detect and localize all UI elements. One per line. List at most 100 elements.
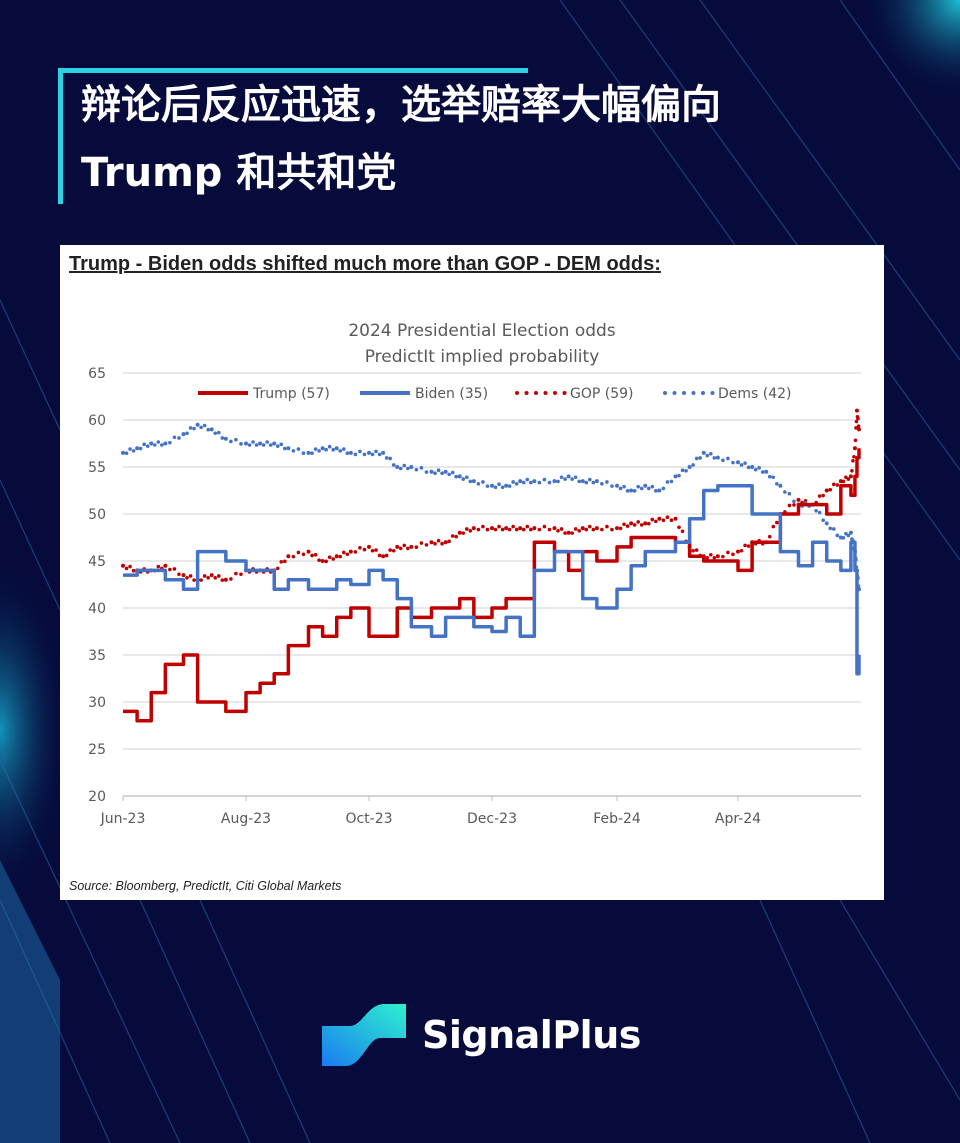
data-point: [334, 446, 339, 451]
dot-mark: [618, 526, 623, 531]
data-point: [223, 436, 228, 441]
dot-mark: [485, 484, 490, 488]
dot-mark: [514, 527, 519, 532]
dot-mark: [433, 471, 437, 475]
chart-card: 20 25 30 35 40 45 50 55 60 65 Jun-23 Aug-23 Oct-23 De…: [60, 245, 884, 900]
data-point: [320, 446, 325, 451]
dot-mark: [542, 477, 547, 482]
legend-label: Dems (42): [718, 386, 792, 402]
dot-mark: [377, 452, 382, 457]
dot-mark: [283, 446, 287, 451]
dot-mark: [665, 515, 670, 519]
dot-mark: [654, 519, 658, 524]
dot-mark: [821, 518, 825, 522]
data-point: [852, 446, 857, 451]
dot-mark: [358, 545, 362, 550]
dot-mark: [202, 423, 207, 428]
y-tick-label: 45: [88, 554, 106, 570]
dot-mark: [525, 524, 530, 529]
dot-mark: [497, 524, 501, 529]
dot-mark: [591, 527, 596, 532]
dot-mark: [185, 431, 189, 436]
dot-mark: [846, 477, 851, 481]
dot-mark: [563, 477, 567, 481]
dot-mark: [172, 435, 177, 440]
y-tick-label: 20: [88, 789, 106, 805]
dot-mark: [131, 449, 136, 453]
dot-mark: [731, 552, 735, 557]
dot-mark: [632, 523, 637, 527]
dot-mark: [852, 454, 856, 459]
data-point: [504, 483, 509, 488]
dot-mark: [650, 484, 655, 489]
x-tick-label: Feb-24: [593, 811, 641, 827]
dot-mark: [138, 446, 143, 451]
legend-swatch-dot: [682, 391, 686, 395]
dot-mark: [461, 531, 466, 535]
dot-mark: [694, 456, 699, 461]
data-point: [552, 526, 557, 531]
dot-mark: [570, 477, 574, 481]
data-point: [615, 483, 620, 488]
data-point: [701, 450, 706, 455]
dot-mark: [691, 463, 695, 467]
dot-mark: [721, 458, 725, 463]
data-point: [657, 488, 662, 493]
legend-item: Trump (57): [198, 386, 330, 402]
data-point: [687, 465, 692, 469]
series-line: [123, 484, 861, 676]
dot-mark: [220, 578, 225, 582]
dot-mark: [384, 456, 389, 460]
dot-mark: [844, 531, 848, 536]
dot-mark: [206, 427, 210, 432]
dot-mark: [694, 548, 699, 552]
dot-mark: [338, 554, 343, 559]
legend-swatch-dot: [515, 391, 519, 395]
dot-mark: [726, 456, 730, 461]
dot-mark: [454, 534, 459, 539]
data-point: [443, 469, 448, 474]
dot-mark: [537, 480, 542, 485]
dot-mark: [753, 467, 758, 472]
dot-mark: [636, 520, 640, 524]
dot-mark: [345, 451, 350, 456]
data-point: [532, 526, 537, 531]
dot-mark: [476, 527, 481, 532]
data-point: [209, 573, 214, 578]
dot-mark: [450, 470, 455, 475]
data-point: [643, 521, 648, 526]
dot-mark: [447, 472, 451, 477]
dot-mark: [787, 503, 792, 508]
dot-mark: [283, 559, 287, 564]
y-tick-label: 60: [88, 413, 106, 429]
y-tick-label: 55: [88, 460, 106, 476]
dot-mark: [493, 485, 498, 490]
data-point: [566, 530, 571, 535]
data-point: [306, 450, 311, 455]
dot-mark: [317, 449, 321, 453]
dot-mark: [313, 447, 318, 451]
dot-mark: [537, 527, 542, 532]
dot-mark: [440, 471, 444, 475]
dot-mark: [398, 546, 403, 551]
dot-mark: [493, 527, 498, 532]
dot-mark: [850, 469, 854, 473]
dot-mark: [757, 466, 761, 470]
dot-mark: [419, 541, 424, 545]
dot-mark: [324, 559, 328, 564]
dot-mark: [639, 486, 644, 491]
data-point: [272, 441, 277, 446]
dot-mark: [705, 453, 710, 458]
data-point: [163, 563, 168, 568]
data-point: [320, 559, 325, 563]
x-tick-label: Aug-23: [221, 811, 271, 827]
dot-mark: [708, 451, 713, 456]
dot-mark: [251, 440, 255, 444]
dot-mark: [481, 480, 485, 484]
dot-mark: [341, 447, 346, 451]
dot-mark: [846, 533, 851, 538]
dot-mark: [206, 575, 210, 580]
data-point: [715, 455, 720, 460]
data-point: [673, 516, 678, 521]
data-point: [286, 554, 291, 559]
